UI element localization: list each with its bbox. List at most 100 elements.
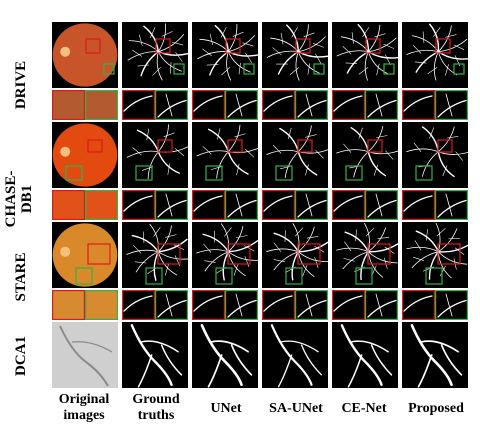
panel-drive-zoom-col0 <box>52 90 118 120</box>
panel-bg <box>192 122 258 188</box>
vessel-branch <box>163 132 175 137</box>
zoom-frame-red <box>332 90 365 120</box>
vessel-branch <box>315 53 322 64</box>
panel-image <box>52 290 118 320</box>
vessel-branch <box>445 293 453 317</box>
vessel-branch <box>136 129 159 153</box>
vessel-branch <box>123 295 153 312</box>
vessel-branch <box>347 354 363 388</box>
vessel-branch <box>406 148 439 153</box>
vessel-branch <box>437 228 458 253</box>
vessel-branch <box>364 51 369 81</box>
panel-stare-zoom-col5 <box>402 290 468 320</box>
vessel-branch <box>167 163 171 175</box>
vessel-branch <box>207 354 223 388</box>
vessel-branch <box>214 25 229 53</box>
vessel-branch <box>135 251 159 273</box>
highlight-box-green <box>205 165 223 181</box>
panel-stare-zoom-col4 <box>332 290 398 320</box>
panel-bg <box>262 322 328 388</box>
highlight-box-red <box>225 38 241 54</box>
vessel-branch <box>412 256 425 261</box>
vessel-branch <box>297 251 328 262</box>
highlight-box-green <box>383 63 395 75</box>
panel-image <box>122 90 188 120</box>
vessel-branch <box>411 251 439 269</box>
vessel-branch <box>437 244 468 253</box>
vessel-branch <box>342 251 369 270</box>
vessel-branch <box>242 42 254 47</box>
vessel-branch <box>147 151 159 180</box>
vessel-branch <box>224 227 232 237</box>
panel-chase-zoom-col3 <box>262 190 328 220</box>
panel-image <box>332 222 398 288</box>
vessel-branch <box>351 340 389 353</box>
vessel-branch <box>216 151 229 179</box>
vessel-branch <box>305 164 309 176</box>
vessel-branch <box>367 199 397 218</box>
vessel-branch <box>433 27 441 37</box>
vessel-branch <box>157 151 180 174</box>
vessel-branch <box>425 229 428 241</box>
panel-stare-main-col5 <box>402 222 468 288</box>
panel-image <box>52 190 118 220</box>
vessel-branch <box>227 299 257 318</box>
vessel-branch <box>342 46 352 55</box>
vessel-branch <box>123 195 153 212</box>
vessel-branch <box>336 149 369 154</box>
vessel-branch <box>152 67 161 76</box>
vessel-branch <box>312 43 324 48</box>
vessel-branch <box>343 258 355 262</box>
vessel-branch <box>143 25 159 53</box>
vessel-branch <box>175 148 185 157</box>
vessel-branch <box>142 231 145 244</box>
zoom-frame-red <box>332 290 365 320</box>
panel-bg <box>402 222 468 288</box>
vessel-branch <box>439 265 446 277</box>
vessel-branch <box>165 293 173 317</box>
vessel-branch <box>203 243 212 253</box>
panel-image <box>262 22 328 88</box>
highlight-box-green <box>145 267 163 285</box>
panel-chase-main-col0 <box>52 122 118 188</box>
highlight-box-red <box>367 243 391 265</box>
highlight-box-green <box>243 63 255 75</box>
vessel-branch <box>297 51 320 74</box>
vessel-branch <box>291 27 298 38</box>
panel-drive-main-col5 <box>402 22 468 88</box>
vessel-branch <box>202 146 212 155</box>
panel-image <box>402 322 468 388</box>
vessel-branch <box>367 299 397 318</box>
vessel-branch <box>305 134 317 138</box>
vessel-branch <box>445 64 449 76</box>
fundus-image <box>52 23 118 87</box>
vessel-branch <box>297 151 318 176</box>
vessel-branch <box>403 95 433 112</box>
row-label-stare: STARE <box>13 252 29 302</box>
vessel-branch <box>375 93 383 117</box>
vessel-branch <box>360 251 369 281</box>
vessel-branch <box>376 63 380 76</box>
vessel-branch <box>157 238 188 253</box>
vessel-branch <box>266 149 299 155</box>
vessel-branch <box>169 62 172 74</box>
vessel-branch <box>375 193 383 217</box>
vessel-branch <box>403 195 433 212</box>
panel-image <box>52 90 118 120</box>
vessel-branch <box>305 93 313 117</box>
zoom-frame-green <box>224 290 258 320</box>
zoom-frame-red <box>262 90 295 120</box>
vessel-branch <box>353 151 369 178</box>
panel-image <box>122 22 188 88</box>
vessel-branch <box>291 251 299 281</box>
vessel-branch <box>343 143 352 153</box>
zoom-frame-red <box>192 290 225 320</box>
zoom-frame-green <box>84 290 118 320</box>
vessel-branch <box>383 43 395 49</box>
vessel-branch <box>227 151 249 175</box>
zoom-frame-red <box>402 190 435 220</box>
panel-drive-main-col4 <box>332 22 398 88</box>
vessel-branch <box>165 193 173 217</box>
panel-stare-main-col1 <box>122 222 188 288</box>
vessel-branch <box>297 299 327 318</box>
